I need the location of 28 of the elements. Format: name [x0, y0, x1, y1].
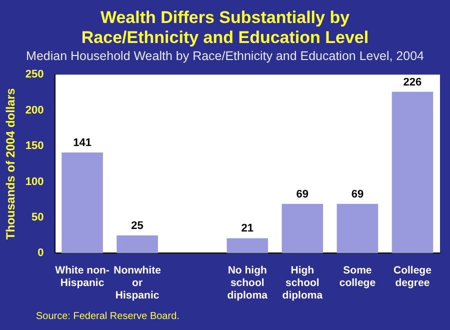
bar: [282, 204, 324, 254]
data-label: 141: [73, 137, 92, 149]
chart-title: Wealth Differs Substantially by Race/Ethnicity and Education Level: [80, 7, 370, 48]
data-label: 21: [241, 222, 254, 235]
x-tick-label: College degree: [394, 264, 432, 289]
y-tick-label: 150: [25, 140, 44, 152]
source-note: Source: Federal Reserve Board.: [36, 311, 180, 322]
bar: [336, 204, 378, 254]
y-tick-label: 50: [32, 212, 44, 224]
x-tick-label: White non-Hispanic: [55, 264, 110, 289]
data-label: 25: [131, 220, 144, 232]
bar: [62, 152, 103, 254]
bar: [392, 92, 434, 254]
y-tick-label: 0: [38, 247, 44, 260]
y-tick-label: 200: [25, 104, 44, 116]
data-label: 69: [351, 188, 364, 200]
chart-subtitle: Median Household Wealth by Race/Ethnicity and Education Level, 2004: [25, 49, 425, 63]
x-tick-label: Some college: [339, 264, 376, 289]
y-axis-title: Thousands of 2004 dollars: [4, 88, 18, 240]
bar: [116, 235, 158, 254]
bar: [226, 238, 268, 254]
data-label: 226: [403, 76, 422, 88]
y-tick-label: 250: [25, 68, 44, 81]
x-tick-label: High school diploma: [282, 264, 323, 302]
x-tick-label: No high school diploma: [227, 264, 268, 302]
x-tick-label: Nonwhite or Hispanic: [114, 264, 162, 302]
data-label: 69: [296, 188, 309, 200]
y-tick-label: 100: [25, 176, 44, 188]
